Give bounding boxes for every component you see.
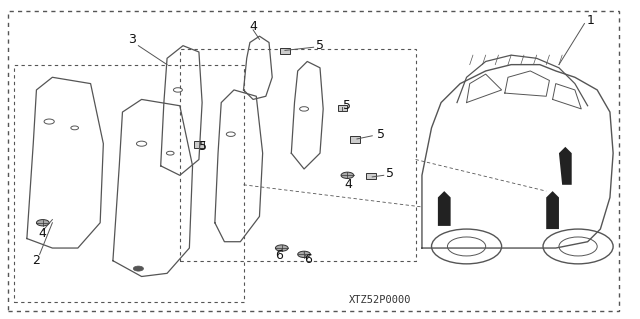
Circle shape [36,219,49,226]
Text: 5: 5 [376,128,385,141]
Bar [280,48,290,54]
Text: 2: 2 [33,254,40,267]
Text: 3: 3 [128,33,136,46]
Bar [366,173,376,179]
Text: 6: 6 [275,249,282,263]
Text: 5: 5 [343,99,351,112]
Polygon shape [559,147,572,185]
Bar [194,141,204,148]
Bar [337,105,347,111]
Text: 4: 4 [249,20,257,33]
Circle shape [341,172,354,178]
Circle shape [275,245,288,251]
Text: 5: 5 [199,140,207,153]
Text: 5: 5 [386,167,394,180]
Circle shape [298,251,310,257]
Text: 6: 6 [305,253,312,266]
Circle shape [133,266,143,271]
Bar [350,136,360,143]
Text: 1: 1 [587,14,595,27]
Text: 5: 5 [316,39,324,52]
Text: 4: 4 [345,178,353,191]
Polygon shape [438,191,451,226]
Polygon shape [546,191,559,229]
Text: XTZ52P0000: XTZ52P0000 [349,295,411,305]
Text: 4: 4 [39,227,47,240]
